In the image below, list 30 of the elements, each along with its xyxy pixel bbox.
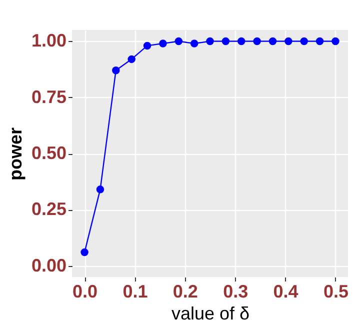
point [96,186,104,194]
point [190,40,198,48]
point [268,37,277,46]
x-tick-label: 0.0 [72,282,98,302]
point [237,37,246,46]
point [332,37,340,46]
x-tick-label: 0.4 [273,282,298,302]
point [112,66,120,74]
x-tick-label: 0.5 [323,282,348,302]
point [222,37,230,46]
y-axis-title: power [5,127,26,181]
x-tick-label: 0.1 [122,282,148,302]
x-tick-label: 0.3 [223,282,248,302]
point [206,37,214,46]
x-axis-title: value of δ [171,304,250,324]
y-tick-label: 0.00 [31,255,66,276]
point [174,37,183,46]
point [284,37,292,46]
y-tick-label: 0.75 [31,86,66,107]
y-tick-label: 1.00 [31,30,66,51]
point [300,37,308,46]
point [128,55,136,64]
point [253,37,261,46]
y-tick-label: 0.50 [31,143,66,163]
point [80,248,88,256]
point [316,37,324,46]
point [159,40,167,48]
x-tick-label: 0.2 [172,282,198,302]
point [143,42,152,50]
y-tick-label: 0.25 [31,199,66,220]
